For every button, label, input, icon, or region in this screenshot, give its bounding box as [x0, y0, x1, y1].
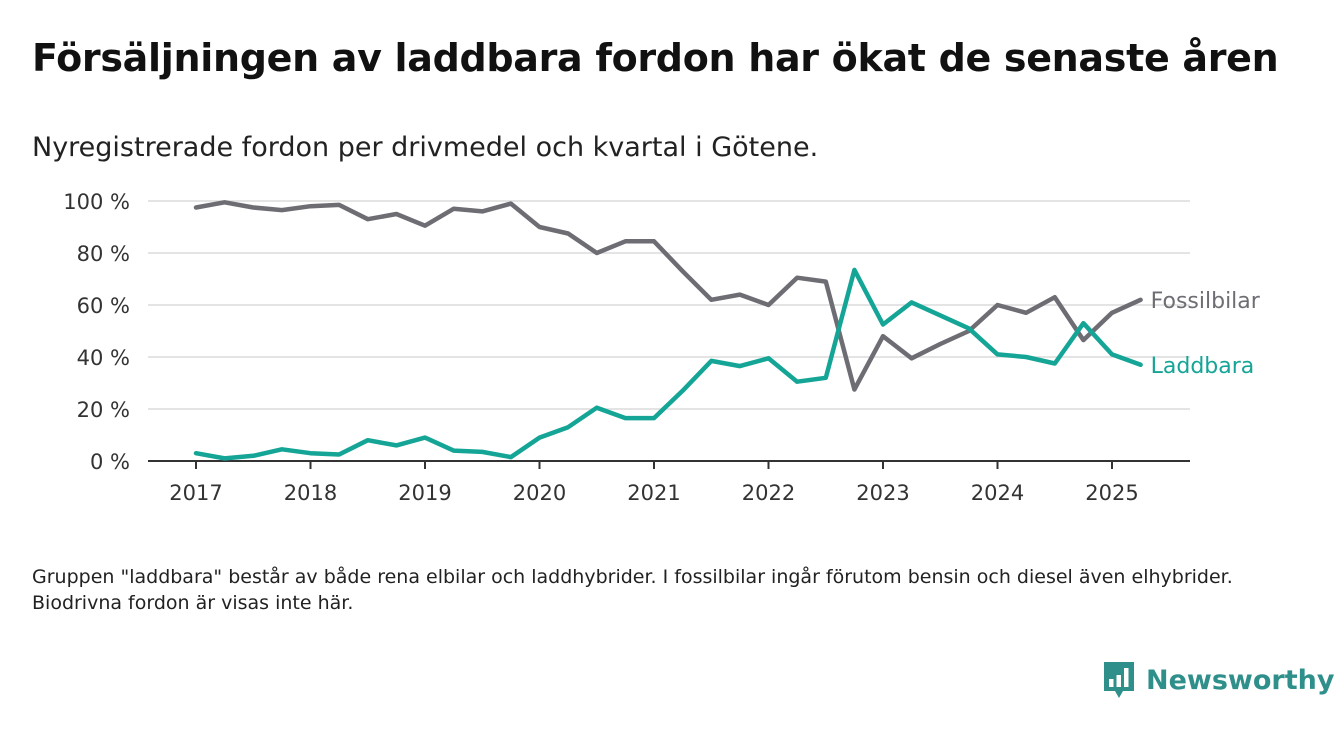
x-tick-label: 2022 [742, 481, 795, 505]
brand-name: Newsworthy [1146, 664, 1335, 696]
series-labels: Fossilbilar Laddbara [1151, 289, 1261, 379]
x-tick-label: 2024 [971, 481, 1024, 505]
x-tick-label: 2023 [856, 481, 909, 505]
y-tick-label: 80 % [77, 242, 130, 266]
chart-title: Försäljningen av laddbara fordon har öka… [32, 36, 1279, 80]
series-line-laddbara [193, 267, 1143, 461]
y-tick-label: 0 % [90, 450, 130, 474]
y-tick-label: 40 % [77, 346, 130, 370]
x-tick-label: 2017 [169, 481, 222, 505]
x-tick-label: 2021 [627, 481, 680, 505]
x-tick-label: 2019 [398, 481, 451, 505]
newsworthy-logo: Newsworthy [1102, 660, 1334, 700]
series-lines [193, 200, 1143, 461]
series-label-fossilbilar: Fossilbilar [1151, 289, 1261, 314]
x-tick-label: 2020 [513, 481, 566, 505]
series-label-laddbara: Laddbara [1151, 354, 1255, 379]
footnote: Gruppen "laddbara" består av både rena e… [32, 566, 1233, 614]
series-line-fossilbilar [193, 200, 1143, 392]
y-tick-label: 60 % [77, 294, 130, 318]
x-tick-label: 2018 [284, 481, 337, 505]
y-tick-label: 20 % [77, 398, 130, 422]
axes: 0 % 20 % 40 % 60 % 80 % 100 % 2017 2018 2019 2020… [63, 190, 1190, 505]
y-tick-label: 100 % [63, 190, 130, 214]
gridlines [148, 200, 1190, 410]
x-tick-label: 2025 [1085, 481, 1138, 505]
bar-chart-icon [1104, 662, 1134, 698]
chart-subtitle: Nyregistrerade fordon per drivmedel och … [32, 132, 819, 163]
